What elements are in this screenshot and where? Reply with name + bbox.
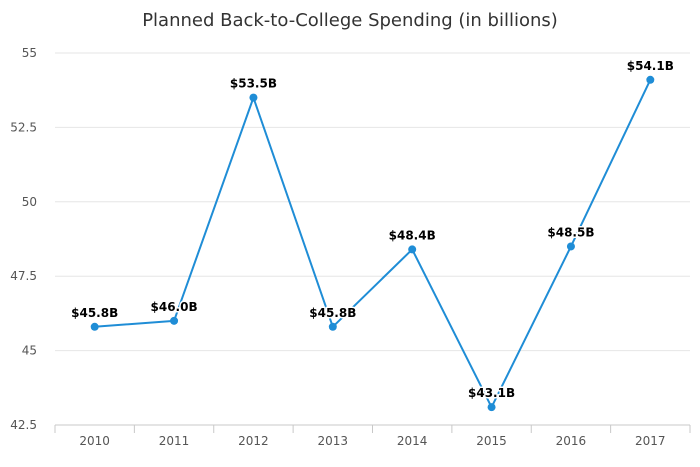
data-label: $43.1B: [468, 386, 515, 400]
data-point[interactable]: [566, 242, 575, 251]
data-labels: $45.8B $46.0B $53.5B $45.8B $48.4B $43.1B $48.…: [70, 57, 676, 401]
y-tick-label: 50: [22, 195, 37, 209]
y-axis: 42.5 45 47.5 50 52.5 55: [10, 46, 37, 432]
x-tick-label: 2015: [476, 434, 507, 448]
x-tick-label: 2017: [635, 434, 666, 448]
y-tick-label: 55: [22, 46, 37, 60]
x-tick-label: 2010: [79, 434, 110, 448]
chart-title: Planned Back-to-College Spending (in bil…: [142, 10, 558, 31]
data-label: $48.4B: [389, 228, 436, 242]
data-point[interactable]: [90, 322, 99, 331]
data-point[interactable]: [487, 403, 496, 412]
data-point[interactable]: [408, 245, 417, 254]
x-axis-tick-labels: 2010 2011 2012 2013 2014 2015 2016 2017: [79, 434, 665, 448]
x-axis: [54, 424, 691, 433]
y-tick-label: 42.5: [10, 418, 37, 432]
y-tick-label: 52.5: [10, 120, 37, 134]
series-line: [94, 79, 652, 409]
x-tick-label: 2013: [318, 434, 349, 448]
data-label: $46.0B: [151, 300, 198, 314]
x-tick-label: 2011: [159, 434, 190, 448]
data-label: $54.1B: [627, 59, 674, 73]
data-label: $45.8B: [71, 306, 118, 320]
x-tick-label: 2014: [397, 434, 428, 448]
y-tick-label: 47.5: [10, 269, 37, 283]
data-point[interactable]: [646, 75, 655, 84]
x-tick-label: 2012: [238, 434, 269, 448]
data-point[interactable]: [328, 322, 337, 331]
gridlines: [55, 52, 690, 352]
data-label: $45.8B: [309, 306, 356, 320]
x-tick-label: 2016: [556, 434, 587, 448]
series-layer: [90, 75, 655, 412]
data-label: $48.5B: [547, 225, 594, 239]
data-point[interactable]: [249, 93, 258, 102]
y-tick-label: 45: [22, 344, 37, 358]
data-point[interactable]: [170, 316, 179, 325]
data-label: $53.5B: [230, 77, 277, 91]
